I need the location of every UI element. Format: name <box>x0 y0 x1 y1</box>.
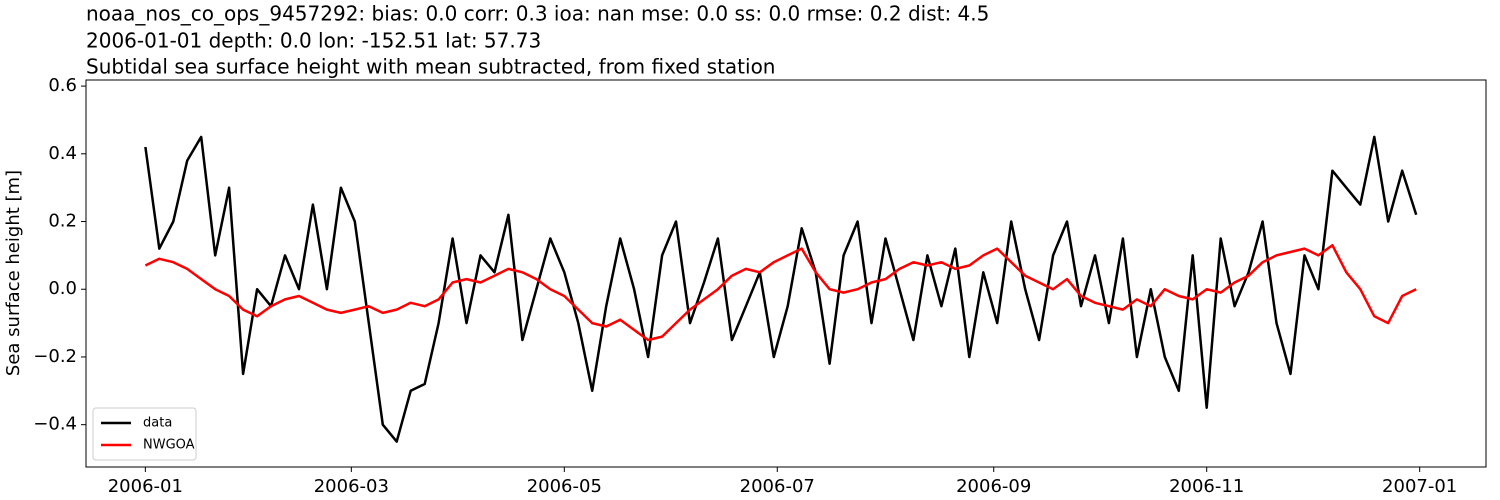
legend: data NWGOA <box>92 407 197 461</box>
y-tick-label: −0.4 <box>33 414 77 435</box>
x-tick-label: 2006-05 <box>527 476 602 497</box>
legend-label: data <box>143 416 172 431</box>
x-tick-label: 2007-01 <box>1382 476 1457 497</box>
y-tick-label: 0.0 <box>48 278 77 299</box>
legend-label: NWGOA <box>143 438 195 453</box>
plot-frame <box>85 79 1487 468</box>
x-tick-label: 2006-11 <box>1169 476 1244 497</box>
title-line: Subtidal sea surface height with mean su… <box>86 55 775 79</box>
x-tick-label: 2006-01 <box>108 476 183 497</box>
series-line <box>144 135 1418 443</box>
y-tick-label: 0.4 <box>48 143 77 164</box>
series-line <box>144 243 1417 342</box>
title-line: noaa_nos_co_ops_9457292: bias: 0.0 corr:… <box>86 2 989 26</box>
x-tick-label: 2006-07 <box>740 476 815 497</box>
y-tick-label: 0.6 <box>48 75 77 96</box>
y-tick-label: −0.2 <box>33 346 77 367</box>
title-line: 2006-01-01 depth: 0.0 lon: -152.51 lat: … <box>86 29 541 53</box>
x-tick-label: 2006-09 <box>956 476 1031 497</box>
legend-box <box>92 407 197 461</box>
y-tick-label: 0.2 <box>48 211 77 232</box>
y-axis-label: Sea surface height [m] <box>3 170 24 376</box>
x-tick-label: 2006-03 <box>314 476 389 497</box>
